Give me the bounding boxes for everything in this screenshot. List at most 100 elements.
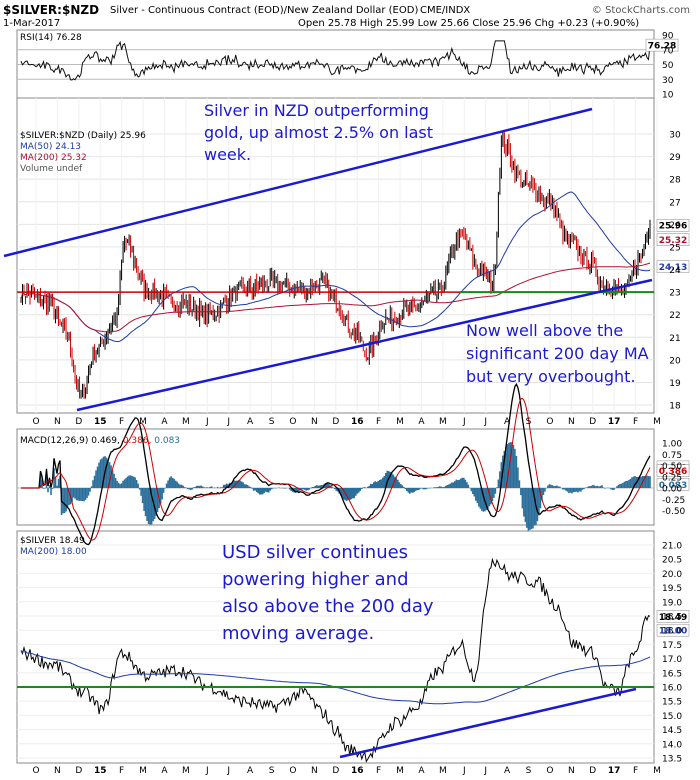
usd-x-tick-label: N [311,766,318,776]
price-x-tick-label: F [119,417,124,427]
price-x-tick-label: A [161,417,168,427]
macd-tick-label: 0.25 [662,473,682,483]
price-x-tick-label: J [462,417,466,427]
macd-tag-3-bg [656,478,690,491]
macd-tick-label: 0.50 [662,462,682,472]
chart-date: 1-Mar-2017 [3,18,60,29]
usd-ma200-tag: 18.00 [659,627,687,637]
usd-tick-label: 21.0 [662,542,682,552]
price-x-tick-label: F [633,417,638,427]
usd-x-tick-label: M [182,766,190,776]
price-tick-label: 26 [669,221,681,231]
price-x-tick-label: M [182,417,190,427]
price-tick-label: 22 [669,311,680,321]
macd-legend: MACD(12,26,9) 0.469, 0.386, 0.083 [20,436,180,446]
price-tick-label: 23 [669,289,680,299]
price-x-tick-label: F [376,417,381,427]
price-x-tick-label: O [32,417,39,427]
macd-tick-label: -0.25 [662,496,685,506]
usd-x-tick-label: M [396,766,404,776]
usd-tick-label: 20.5 [662,556,682,566]
usd-x-tick-label: J [483,766,487,776]
macd-series [21,382,651,546]
usd-tick-label: 16.5 [662,669,682,679]
annotation-nzd-outperforming: Silver in NZD outperforming gold, up alm… [204,101,438,164]
rsi-tick-label: 10 [662,91,674,101]
usd-last-tag: 18.49 [659,613,687,623]
price-legend-ma200: MA(200) 25.32 [20,153,87,163]
usd-x-tick-label: D [75,766,82,776]
usd-x-tick-label: A [418,766,425,776]
price-tick-label: 25 [669,243,680,253]
rsi-tick-label: 30 [662,76,674,86]
macd-value-3: 0.083 [154,436,180,446]
macd-value-1: 0.469, [91,436,120,446]
rsi-current-tag-bg [645,38,679,52]
usd-x-tick-label: F [376,766,381,776]
price-tick-label: 24 [669,266,681,276]
price-x-tick-label: D [332,417,339,427]
price-x-tick-label: M [439,417,447,427]
price-ma50-tag-bg [656,260,690,273]
price-tick-label: 21 [669,334,680,344]
usd-tick-label: 17.0 [662,655,682,665]
usd-legend-ma200: MA(200) 18.00 [20,547,87,557]
macd-tag-3: 0.083 [659,481,687,491]
grid-lines [17,49,658,759]
price-x-tick-label: 17 [608,417,621,427]
price-x-tick-label: A [247,417,254,427]
watermark: © StockCharts.com [592,5,690,16]
price-tick-label: 27 [669,198,680,208]
usd-x-tick-label: A [247,766,254,776]
usd-tick-label: 14.0 [662,740,682,750]
macd-tick-label: 0.75 [662,451,682,461]
usd-trendline [339,687,637,759]
rsi-series [20,40,651,81]
usd-tick-label: 15.5 [662,698,682,708]
lower-trendline [76,278,653,412]
price-x-tick-label: D [75,417,82,427]
price-x-tick-label: S [526,417,532,427]
usd-x-tick-label: S [269,766,275,776]
usd-x-tick-label: O [546,766,553,776]
macd-tag-2: 0.386 [659,467,687,477]
price-last-tag-bg [656,218,690,232]
usd-price-line [20,557,651,763]
price-x-tick-label: J [483,417,487,427]
overlays: 25.9625.3224.1376.280.4690.3860.08318.49… [3,38,690,759]
usd-last-tag-bg [656,610,690,623]
price-legend-ma50: MA(50) 24.13 [20,142,81,152]
price-ma200-tag-bg [656,233,690,246]
usd-ma200-tag-bg [656,623,690,637]
usd-panel [16,530,655,764]
usd-x-tick-label: D [332,766,339,776]
usd-tick-label: 19.0 [662,598,682,608]
price-x-tick-label: A [504,417,511,427]
price-x-tick-label: M [139,417,147,427]
usd-tick-label: 18.0 [662,627,682,637]
price-tick-label: 29 [669,153,681,163]
macd-tag-2-bg [656,464,690,477]
rsi-tick-label: 90 [662,32,674,42]
annotation-usd-silver: USD silver continues powering higher and… [222,542,439,644]
annotation-above-200ma: Now well above the significant 200 day M… [466,321,654,386]
upper-trendline [3,107,593,258]
price-x-tick-label: J [205,417,209,427]
usd-tick-label: 15.0 [662,712,682,722]
usd-x-tick-label: 16 [351,766,364,776]
price-tick-label: 19 [669,379,681,389]
usd-x-tick-label: J [226,766,230,776]
usd-x-tick-label: M [653,766,661,776]
price-ma200-tag: 25.32 [659,236,687,246]
usd-x-tick-label: J [205,766,209,776]
price-x-tick-label: 16 [351,417,364,427]
price-x-tick-label: N [568,417,575,427]
usd-x-tick-label: M [439,766,447,776]
usd-tick-label: 20.0 [662,570,682,580]
usd-tick-label: 19.5 [662,584,682,594]
usd-x-tick-label: S [526,766,532,776]
usd-x-tick-label: M [139,766,147,776]
usd-x-tick-label: D [589,766,596,776]
price-x-tick-label: O [546,417,553,427]
